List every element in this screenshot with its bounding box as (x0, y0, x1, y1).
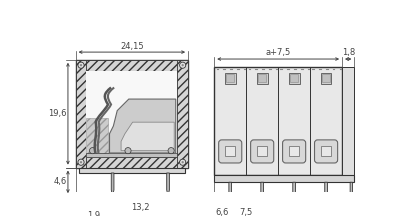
Polygon shape (177, 60, 188, 168)
Polygon shape (76, 60, 188, 71)
Polygon shape (86, 118, 108, 157)
Polygon shape (258, 75, 266, 82)
Polygon shape (214, 175, 354, 182)
Polygon shape (229, 182, 232, 202)
Polygon shape (293, 182, 296, 202)
Polygon shape (76, 157, 188, 168)
Polygon shape (225, 146, 235, 156)
Text: 24,15: 24,15 (120, 41, 144, 51)
Circle shape (80, 64, 82, 66)
Text: a+7,5: a+7,5 (266, 48, 291, 57)
Polygon shape (214, 67, 342, 175)
Polygon shape (121, 122, 174, 151)
Circle shape (78, 62, 84, 68)
Polygon shape (261, 182, 264, 202)
Polygon shape (257, 73, 268, 84)
Text: 13,2: 13,2 (131, 203, 150, 212)
Polygon shape (110, 99, 176, 153)
Polygon shape (289, 73, 300, 84)
Circle shape (168, 148, 174, 154)
Polygon shape (76, 60, 86, 168)
FancyBboxPatch shape (251, 140, 274, 163)
FancyBboxPatch shape (219, 140, 242, 163)
Polygon shape (111, 173, 114, 196)
Circle shape (182, 161, 184, 163)
Text: 19,6: 19,6 (48, 109, 66, 118)
FancyBboxPatch shape (282, 140, 306, 163)
Polygon shape (225, 73, 236, 84)
Circle shape (180, 159, 186, 165)
Circle shape (125, 148, 131, 154)
Polygon shape (342, 67, 354, 175)
Circle shape (80, 161, 82, 163)
Circle shape (182, 64, 184, 66)
Text: 1,9: 1,9 (88, 211, 101, 216)
Text: 7,5: 7,5 (240, 208, 253, 216)
Polygon shape (325, 182, 328, 202)
Polygon shape (289, 146, 299, 156)
Polygon shape (350, 182, 352, 202)
Polygon shape (76, 60, 188, 168)
Polygon shape (167, 173, 169, 196)
Polygon shape (322, 75, 330, 82)
Polygon shape (86, 153, 177, 157)
Polygon shape (321, 146, 331, 156)
Polygon shape (321, 73, 332, 84)
Text: 4,6: 4,6 (53, 177, 66, 186)
Text: 1,8: 1,8 (342, 48, 355, 57)
Text: 6,6: 6,6 (216, 208, 229, 216)
Polygon shape (86, 71, 177, 157)
Polygon shape (290, 75, 298, 82)
Circle shape (90, 148, 96, 154)
Polygon shape (226, 75, 234, 82)
FancyBboxPatch shape (314, 140, 338, 163)
Circle shape (78, 159, 84, 165)
Circle shape (180, 62, 186, 68)
Polygon shape (79, 168, 185, 173)
Polygon shape (257, 146, 267, 156)
